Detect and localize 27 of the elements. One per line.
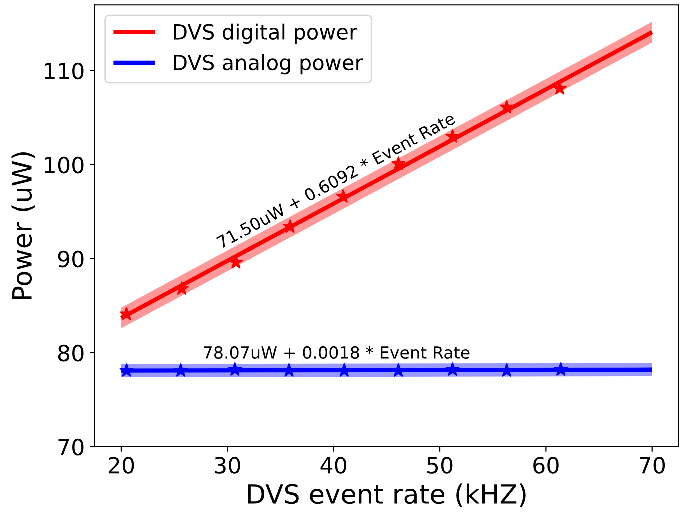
point: [228, 362, 242, 376]
point: [174, 364, 188, 377]
point: [282, 364, 296, 377]
annotation: 78.07uW + 0.0018 * Event Rate: [204, 346, 470, 360]
legend-label: DVS digital power: [174, 24, 358, 44]
point: [175, 282, 189, 296]
y-tick-label: 80: [58, 344, 84, 362]
y-tick-label: 100: [45, 156, 84, 174]
x-tick-label: 70: [640, 457, 666, 474]
y-axis-title: Power (uW): [12, 152, 36, 300]
x-tick-label: 50: [428, 457, 453, 474]
legend-label: DVS analog power: [174, 54, 364, 75]
y-tick-label: 90: [58, 250, 84, 268]
x-tick-label: 40: [320, 457, 346, 474]
point: [500, 100, 514, 114]
x-tick-label: 30: [215, 457, 240, 474]
x-tick-label: 20: [108, 457, 134, 474]
point: [392, 364, 406, 377]
point: [554, 362, 568, 376]
point: [120, 364, 134, 377]
point: [337, 364, 352, 377]
y-tick-label: 110: [45, 62, 84, 80]
point: [553, 82, 567, 95]
point: [446, 362, 460, 376]
x-tick-label: 60: [534, 457, 559, 474]
x-axis-title: DVS event rate (kHZ): [248, 484, 526, 508]
y-tick-label: 70: [58, 438, 84, 456]
